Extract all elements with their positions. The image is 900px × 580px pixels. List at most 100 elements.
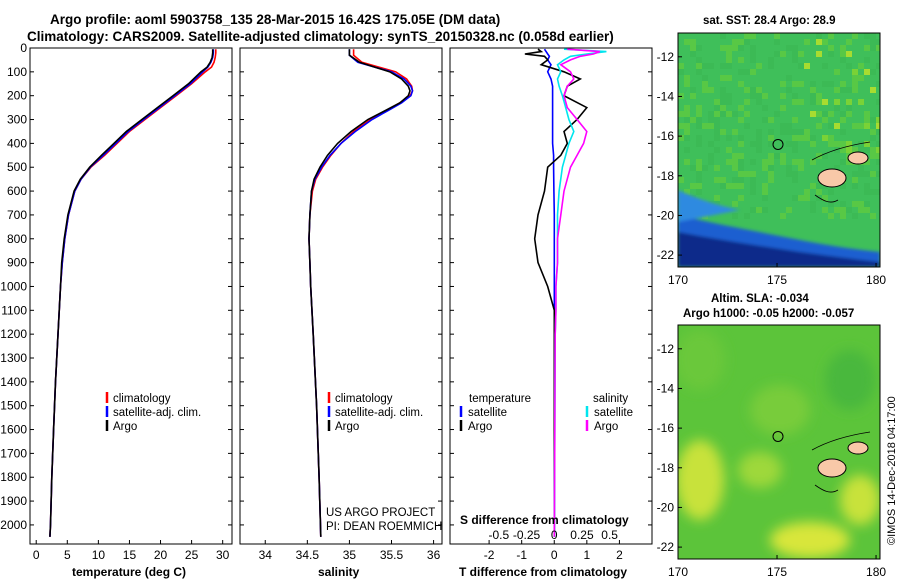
sst-cell bbox=[690, 51, 696, 57]
sst-cell bbox=[738, 135, 744, 141]
sst-cell bbox=[696, 117, 702, 123]
x-tick-label: 35 bbox=[343, 548, 357, 562]
sst-cell bbox=[708, 117, 714, 123]
sst-cell bbox=[870, 135, 876, 141]
sst-cell bbox=[714, 99, 720, 105]
x-tick-label: -1 bbox=[516, 548, 527, 562]
sst-cell bbox=[720, 63, 726, 69]
sst-cell bbox=[762, 159, 768, 165]
sst-cell bbox=[678, 123, 684, 129]
sst-cell bbox=[702, 63, 708, 69]
sst-cell bbox=[756, 135, 762, 141]
sst-cell bbox=[870, 171, 876, 177]
depth-tick-label: 0 bbox=[20, 41, 27, 55]
sla-map-y-axis: -12 -14 -16 -18 -20 -22 bbox=[657, 342, 682, 554]
sst-cell bbox=[852, 69, 858, 75]
sst-cell bbox=[792, 159, 798, 165]
sst-cell bbox=[840, 81, 846, 87]
sst-cell bbox=[798, 63, 804, 69]
depth-tick-label: 300 bbox=[7, 113, 27, 127]
sst-cell bbox=[768, 141, 774, 147]
sst-cell bbox=[738, 57, 744, 63]
sst-cell bbox=[846, 159, 852, 165]
salinity-axes-frame bbox=[239, 47, 443, 545]
series-line-temperature-satellite bbox=[543, 48, 556, 537]
sst-cell bbox=[852, 183, 858, 189]
sst-cell bbox=[792, 117, 798, 123]
sst-cell bbox=[858, 99, 864, 105]
sst-cell bbox=[834, 165, 840, 171]
sst-cell bbox=[822, 63, 828, 69]
s-difference-axis-label: S difference from climatology bbox=[460, 513, 629, 527]
difference-series bbox=[524, 48, 607, 537]
sst-cell bbox=[696, 135, 702, 141]
sst-cell bbox=[768, 171, 774, 177]
depth-tick-label: 1800 bbox=[0, 470, 27, 484]
sst-cell bbox=[870, 213, 876, 219]
sst-cell bbox=[708, 153, 714, 159]
sst-cell bbox=[858, 75, 864, 81]
sst-cell bbox=[786, 45, 792, 51]
sst-cell bbox=[780, 213, 786, 219]
sla-anomalies bbox=[678, 330, 880, 558]
sst-cell bbox=[876, 141, 880, 147]
sst-map-x-axis: 170 175 180 bbox=[668, 263, 886, 287]
sst-cell bbox=[726, 159, 732, 165]
sst-cell bbox=[822, 195, 828, 201]
legend-climatology: climatology bbox=[335, 393, 393, 405]
sst-cell bbox=[726, 183, 732, 189]
t-difference-x-axis: -2 -1 0 1 2 bbox=[484, 540, 623, 562]
sst-cell bbox=[750, 159, 756, 165]
sst-cell bbox=[696, 45, 702, 51]
sst-cell bbox=[792, 129, 798, 135]
sst-cell bbox=[780, 51, 786, 57]
sst-cell bbox=[768, 177, 774, 183]
fiji-islands bbox=[811, 431, 871, 493]
sst-cell bbox=[798, 99, 804, 105]
map-x-tick-label: 180 bbox=[866, 565, 886, 579]
series-line-satellite-adj-clim- bbox=[308, 49, 414, 537]
sst-cell bbox=[840, 141, 846, 147]
sst-cell bbox=[714, 177, 720, 183]
sst-cell bbox=[684, 123, 690, 129]
sst-cell bbox=[768, 57, 774, 63]
sst-cell bbox=[768, 165, 774, 171]
sst-cell bbox=[762, 93, 768, 99]
sst-cell bbox=[702, 165, 708, 171]
sst-cell bbox=[774, 153, 780, 159]
sst-cell bbox=[732, 129, 738, 135]
x-tick-label: 34.5 bbox=[296, 548, 320, 562]
sst-cell bbox=[726, 135, 732, 141]
sst-cell bbox=[852, 213, 858, 219]
sst-cell bbox=[720, 129, 726, 135]
s-tick-label: -0.25 bbox=[513, 528, 541, 542]
map-y-tick-label: -14 bbox=[657, 89, 675, 103]
sst-cell bbox=[738, 81, 744, 87]
sst-cell bbox=[702, 75, 708, 81]
sst-cell bbox=[804, 39, 810, 45]
difference-panel: -2 -1 0 1 2 S difference from climatology -0… bbox=[449, 47, 653, 579]
sst-cell bbox=[852, 201, 858, 207]
sst-cell bbox=[690, 45, 696, 51]
sst-cell bbox=[870, 129, 876, 135]
sst-cell bbox=[864, 159, 870, 165]
sst-cell bbox=[774, 33, 780, 39]
sst-cell bbox=[708, 141, 714, 147]
sst-cell bbox=[858, 165, 864, 171]
sst-cell bbox=[732, 177, 738, 183]
map-y-tick-label: -18 bbox=[657, 461, 675, 475]
salinity-panel: 34 34.5 35 35.5 36 salinity climatology sate… bbox=[239, 47, 443, 579]
depth-tick-label: 1400 bbox=[0, 375, 27, 389]
sst-cold-patch bbox=[678, 190, 880, 267]
sst-cell bbox=[798, 81, 804, 87]
x-tick-label: 25 bbox=[185, 548, 199, 562]
depth-tick-label: 100 bbox=[7, 65, 27, 79]
sst-cell bbox=[816, 39, 822, 45]
sst-cell bbox=[768, 159, 774, 165]
sst-cell bbox=[846, 51, 852, 57]
sst-field bbox=[678, 33, 880, 267]
sst-cell bbox=[744, 213, 750, 219]
sst-cell bbox=[810, 111, 816, 117]
sst-cell bbox=[738, 159, 744, 165]
sst-cell bbox=[750, 45, 756, 51]
